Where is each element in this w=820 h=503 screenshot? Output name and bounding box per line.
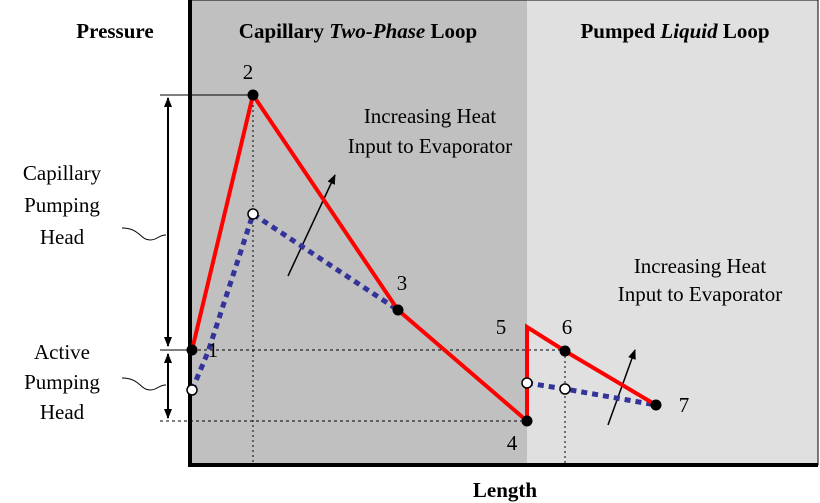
capillary-region bbox=[190, 0, 527, 465]
point-label: 7 bbox=[679, 393, 690, 417]
annotation: Increasing Heat bbox=[634, 254, 767, 278]
head-label: Pumping bbox=[24, 370, 100, 394]
point-label: 3 bbox=[397, 271, 408, 295]
head-label: Pumping bbox=[24, 193, 100, 217]
annotation: Input to Evaporator bbox=[348, 134, 512, 158]
point-label: 4 bbox=[507, 431, 518, 455]
head-label: Capillary bbox=[23, 161, 102, 185]
x-label: Length bbox=[473, 478, 538, 502]
low-heat-curve bbox=[189, 210, 400, 391]
point-label: 6 bbox=[562, 315, 573, 339]
head-label: Head bbox=[40, 225, 85, 249]
annotation: Increasing Heat bbox=[364, 104, 497, 128]
point-label: 5 bbox=[496, 315, 507, 339]
point-label: 2 bbox=[243, 60, 254, 84]
liquid-region bbox=[527, 0, 818, 465]
head-label: Head bbox=[40, 400, 85, 424]
region-title: Pumped Liquid Loop bbox=[580, 19, 769, 43]
guides bbox=[121, 94, 636, 465]
point-label: 1 bbox=[208, 338, 219, 362]
region-title: Capillary Two-Phase Loop bbox=[239, 19, 477, 43]
filled-points bbox=[186, 89, 662, 427]
head-label: Active bbox=[34, 340, 90, 364]
y-label: Pressure bbox=[76, 19, 153, 43]
open-points bbox=[186, 208, 571, 396]
annotation: Input to Evaporator bbox=[618, 282, 782, 306]
